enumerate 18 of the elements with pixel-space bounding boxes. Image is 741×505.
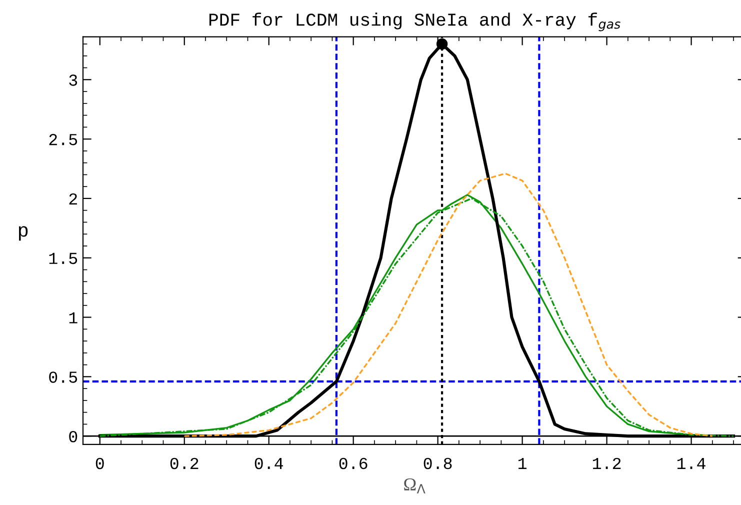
y-axis-title: p — [18, 226, 28, 241]
x-tick-label: 0 — [96, 458, 104, 470]
x-tick-label: 0.2 — [170, 458, 198, 470]
chart-title: PDF for LCDM using SNeIa and X-ray f$_{gas}$ — [209, 12, 620, 32]
y-tick-label: 2 — [69, 193, 77, 204]
x-tick-label: 1.4 — [677, 458, 706, 469]
x-tick-label: 0.6 — [339, 458, 368, 470]
y-tick-label: 1.5 — [49, 252, 78, 264]
x-axis-title: Ω$_{Λ}$ — [404, 478, 426, 494]
y-tick-label: 1 — [69, 312, 78, 324]
x-tick-label: 1.2 — [592, 458, 621, 469]
y-tick-label: 0.5 — [49, 372, 78, 383]
y-tick-label: 2.5 — [49, 134, 78, 146]
y-tick-label: 0 — [69, 430, 78, 442]
y-tick-label: 3 — [69, 74, 78, 86]
x-tick-label: 0.4 — [254, 458, 284, 470]
x-tick-label: 0.8 — [424, 458, 452, 470]
x-tick-label: 1 — [518, 458, 526, 469]
